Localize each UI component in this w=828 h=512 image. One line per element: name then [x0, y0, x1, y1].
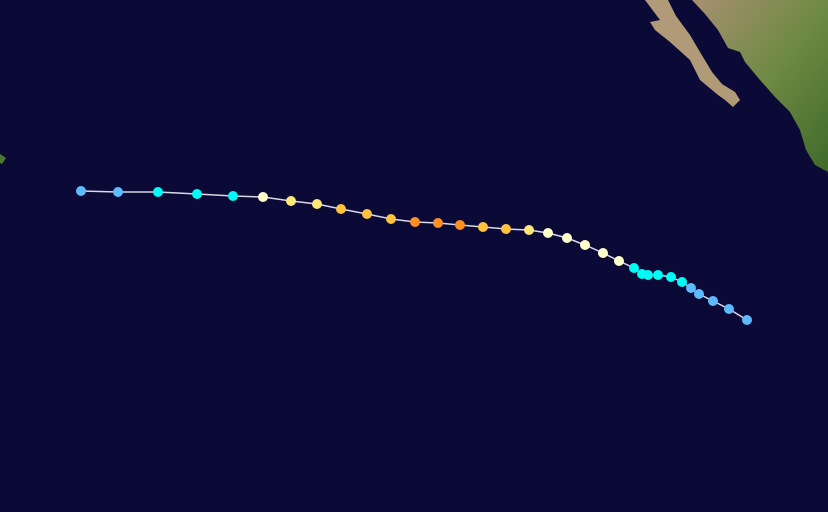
track-point-ts: [192, 189, 202, 199]
track-point-c1: [562, 233, 572, 243]
track-point-ts: [153, 187, 163, 197]
track-point-ts: [228, 191, 238, 201]
track-point-c3: [386, 214, 396, 224]
track-point-ts: [629, 263, 639, 273]
track-point-td: [76, 186, 86, 196]
track-point-td: [686, 283, 696, 293]
track-point-ts: [637, 269, 647, 279]
track-point-c3: [336, 204, 346, 214]
track-point-c3: [478, 222, 488, 232]
baja-california-peninsula: [645, 0, 740, 107]
track-point-c3: [362, 209, 372, 219]
track-point-c2: [524, 225, 534, 235]
track-point-ts: [653, 270, 663, 280]
track-point-c2: [312, 199, 322, 209]
mexico-mainland: [692, 0, 828, 172]
track-point-c2: [286, 196, 296, 206]
track-point-c1: [598, 248, 608, 258]
track-point-c4: [410, 217, 420, 227]
track-point-c1: [543, 228, 553, 238]
track-point-ts: [666, 272, 676, 282]
track-point-c1: [580, 240, 590, 250]
track-point-td: [694, 289, 704, 299]
track-points: [76, 186, 752, 325]
track-point-c3: [501, 224, 511, 234]
track-point-ts: [677, 277, 687, 287]
track-point-c4: [433, 218, 443, 228]
track-point-td: [113, 187, 123, 197]
track-point-c4: [455, 220, 465, 230]
track-point-c1: [614, 256, 624, 266]
track-point-td: [742, 315, 752, 325]
track-point-td: [724, 304, 734, 314]
track-point-c1: [258, 192, 268, 202]
island-left-edge: [0, 154, 6, 164]
track-point-td: [708, 296, 718, 306]
